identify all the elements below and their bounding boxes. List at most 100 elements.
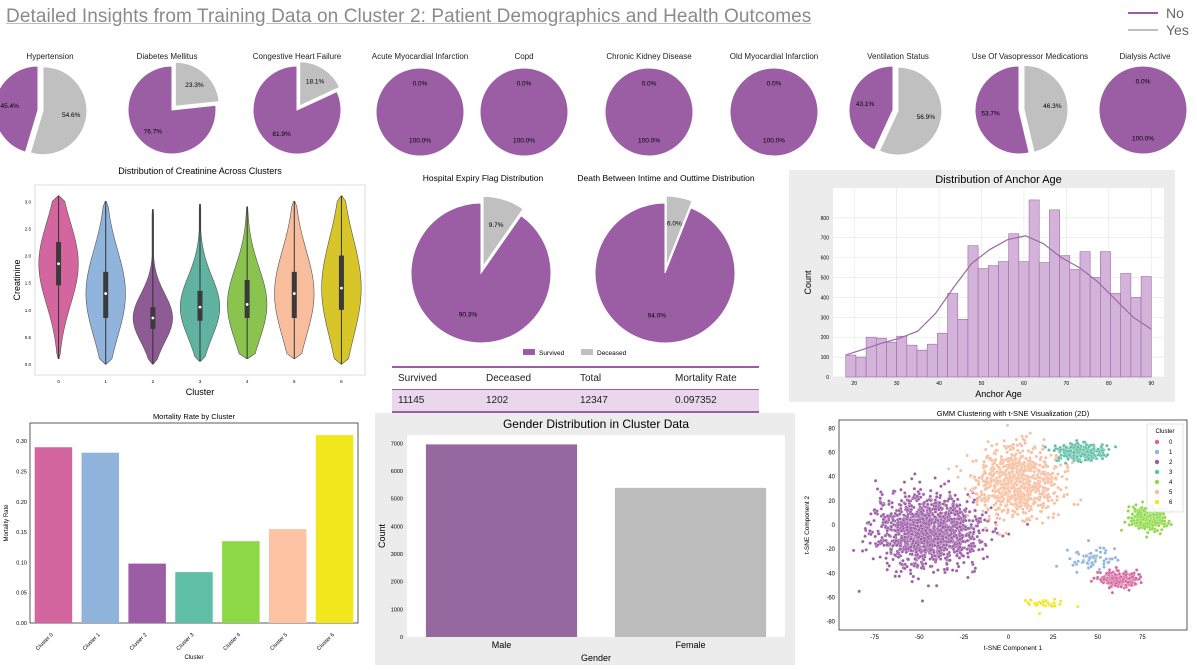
tsne-point-cluster-2	[935, 491, 939, 495]
gender-ytick: 7000	[391, 441, 403, 447]
table-cell: 12347	[580, 395, 608, 406]
tsne-point-cluster-1	[1103, 551, 1107, 555]
tsne-point-cluster-2	[970, 560, 975, 565]
tsne-point-cluster-2	[902, 513, 906, 517]
tsne-point-cluster-2	[954, 522, 959, 527]
tsne-point-cluster-2	[928, 494, 933, 499]
tsne-point-cluster-5	[1056, 472, 1060, 476]
tsne-point-cluster-2	[957, 531, 962, 536]
pie-6: 100.0% 0.0%	[604, 67, 694, 157]
tsne-point-cluster-2	[949, 536, 954, 540]
tsne-point-cluster-2	[908, 526, 913, 530]
tsne-point-cluster-5	[1024, 434, 1029, 439]
tsne-point-cluster-2	[908, 571, 913, 576]
age-xtick: 70	[1064, 381, 1070, 387]
tsne-point-cluster-2	[871, 557, 875, 561]
tsne-point-cluster-5	[1076, 502, 1080, 507]
pie-10: 100.0% 0.0%	[1098, 65, 1188, 155]
tsne-point-cluster-2	[877, 532, 881, 536]
tsne-point-cluster-3	[1067, 453, 1072, 457]
tsne-point-cluster-2	[913, 557, 917, 561]
age-bar	[957, 319, 969, 378]
tsne-point-cluster-5	[1006, 507, 1010, 512]
tsne-point-cluster-5	[993, 489, 998, 494]
tsne-point-cluster-5	[996, 465, 1001, 469]
tsne-point-cluster-4	[1127, 523, 1132, 527]
tsne-point-cluster-2	[906, 499, 911, 503]
table-header-cell: Survived	[398, 373, 437, 384]
age-xtick: 60	[1021, 381, 1027, 387]
tsne-point-cluster-2	[955, 504, 960, 508]
tsne-point-cluster-5	[1029, 450, 1034, 455]
tsne-legend-marker	[1154, 449, 1160, 455]
tsne-point-cluster-5	[1021, 449, 1025, 453]
pie-title: Use Of Vasopressor Medications	[971, 52, 1089, 61]
tsne-point-cluster-5	[974, 478, 979, 482]
tsne-point-cluster-5	[1030, 514, 1034, 519]
tsne-point-cluster-5	[1011, 446, 1016, 450]
age-xtick: 40	[936, 381, 942, 387]
tsne-legend-marker	[1154, 499, 1160, 505]
tsne-point-cluster-4	[1144, 535, 1149, 539]
tsne-point-cluster-5	[959, 468, 963, 473]
table-row: 11145 1202 12347 0.097352	[392, 390, 759, 413]
tsne-ylabel: t-SNE Component 2	[804, 496, 811, 555]
tsne-point-cluster-5	[963, 486, 968, 491]
pie-8-slice-no	[848, 65, 894, 151]
tsne-point-cluster-0	[1113, 572, 1117, 577]
tsne-legend-label: 1	[1169, 450, 1173, 456]
tsne-point-cluster-2	[941, 502, 946, 506]
pie-title: Ventilation Status	[867, 52, 929, 61]
tsne-point-cluster-2	[920, 517, 925, 521]
tsne-point-cluster-5	[1045, 494, 1050, 498]
violin-xlabel: Cluster	[186, 387, 215, 397]
tsne-point-cluster-5	[981, 509, 985, 513]
age-bar	[1028, 199, 1040, 378]
tsne-point-cluster-1	[1071, 563, 1075, 567]
tsne-point-cluster-5	[1066, 468, 1070, 473]
tsne-point-cluster-6	[1050, 604, 1054, 608]
tsne-point-cluster-2	[973, 508, 977, 513]
age-bar	[1140, 276, 1152, 378]
pie-2-slice-yes	[174, 61, 220, 107]
tsne-xtick: 75	[1139, 635, 1146, 641]
tsne-point-cluster-2	[879, 490, 883, 494]
tsne-point-cluster-2	[928, 564, 933, 569]
tsne-point-cluster-2	[966, 575, 970, 580]
tsne-point-cluster-2	[947, 550, 951, 555]
tsne-point-cluster-5	[1051, 515, 1055, 520]
tsne-point-cluster-2	[964, 533, 969, 538]
tsne-point-cluster-3	[1084, 446, 1088, 450]
tsne-point-cluster-2	[932, 515, 937, 519]
violin-ytick: 1.0	[25, 308, 32, 313]
tsne-point-cluster-2	[973, 514, 977, 519]
death-pie-slice-yes	[665, 195, 693, 267]
tsne-point-cluster-2	[911, 539, 915, 543]
tsne-point-cluster-2	[951, 504, 955, 508]
tsne-point-cluster-2	[903, 535, 907, 539]
tsne-point-cluster-3	[1069, 445, 1073, 449]
tsne-point-cluster-5	[966, 514, 970, 518]
tsne-point-cluster-2	[954, 569, 959, 573]
tsne-point-cluster-2	[905, 508, 910, 512]
pie-5-label-yes: 0.0%	[517, 80, 532, 87]
tsne-point-cluster-2	[864, 548, 868, 552]
tsne-point-cluster-3	[1062, 450, 1066, 455]
tsne-point-cluster-2	[957, 517, 961, 521]
tsne-ytick: -80	[826, 620, 835, 626]
tsne-point-cluster-2	[860, 549, 865, 553]
expiry-pie-label-yes: 9.7%	[489, 222, 504, 229]
chart-legend: No Yes	[1128, 4, 1189, 38]
tsne-xtick: -75	[870, 635, 879, 641]
expiry-pie-title: Hospital Expiry Flag Distribution	[423, 173, 544, 183]
tsne-point-cluster-2	[882, 543, 886, 547]
tsne-point-cluster-2	[944, 528, 949, 533]
tsne-point-cluster-2	[915, 531, 920, 536]
tsne-point-cluster-2	[915, 494, 919, 499]
violin-median	[245, 303, 249, 306]
mort-bar	[81, 452, 120, 623]
tsne-point-cluster-2	[933, 498, 938, 502]
tsne-point-cluster-2	[964, 518, 968, 523]
tsne-xlabel: t-SNE Component 1	[984, 645, 1043, 652]
tsne-point-cluster-2	[955, 526, 959, 530]
